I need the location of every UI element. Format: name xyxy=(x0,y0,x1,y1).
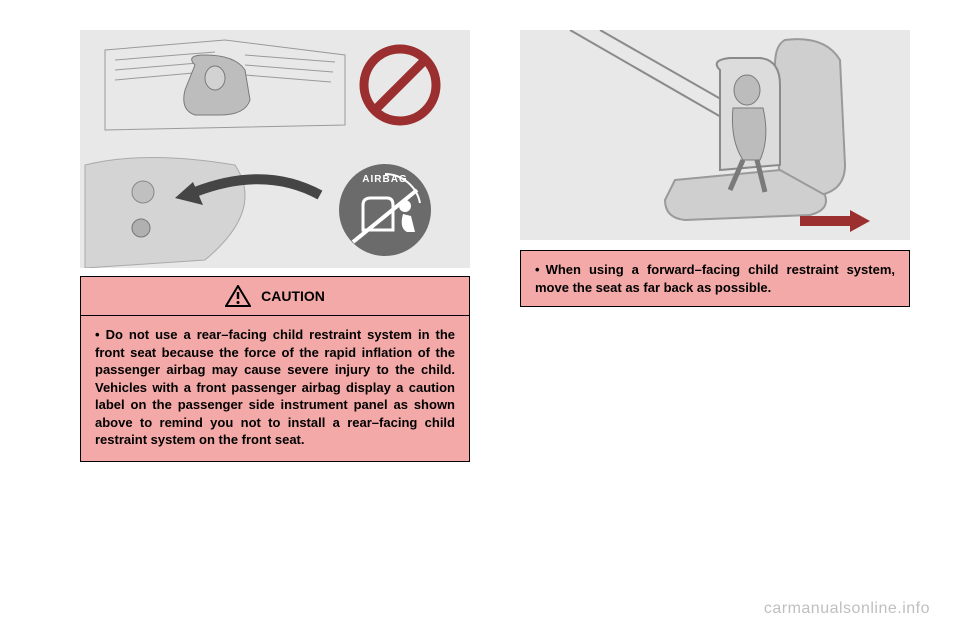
caution-body: Do not use a rear–facing child restraint… xyxy=(81,316,469,461)
caution-title: CAUTION xyxy=(261,288,325,304)
illustration-rear-facing-prohibited xyxy=(80,30,470,150)
illustration-airbag-label: AIRBAG xyxy=(80,150,470,268)
note-item: When using a forward–facing child restra… xyxy=(535,261,895,296)
svg-text:AIRBAG: AIRBAG xyxy=(362,174,407,185)
caution-item: Do not use a rear–facing child restraint… xyxy=(95,326,455,449)
manual-page: AIRBAG CAUTION xyxy=(0,0,960,632)
airbag-badge-icon: AIRBAG xyxy=(339,164,431,256)
warning-triangle-icon xyxy=(225,285,251,307)
right-column: When using a forward–facing child restra… xyxy=(520,30,910,592)
left-column: AIRBAG CAUTION xyxy=(80,30,470,592)
caution-header: CAUTION xyxy=(81,277,469,316)
caution-box: CAUTION Do not use a rear–facing child r… xyxy=(80,276,470,462)
illustration-forward-facing xyxy=(520,30,910,240)
watermark: carmanualsonline.info xyxy=(764,600,930,618)
note-box: When using a forward–facing child restra… xyxy=(520,250,910,307)
